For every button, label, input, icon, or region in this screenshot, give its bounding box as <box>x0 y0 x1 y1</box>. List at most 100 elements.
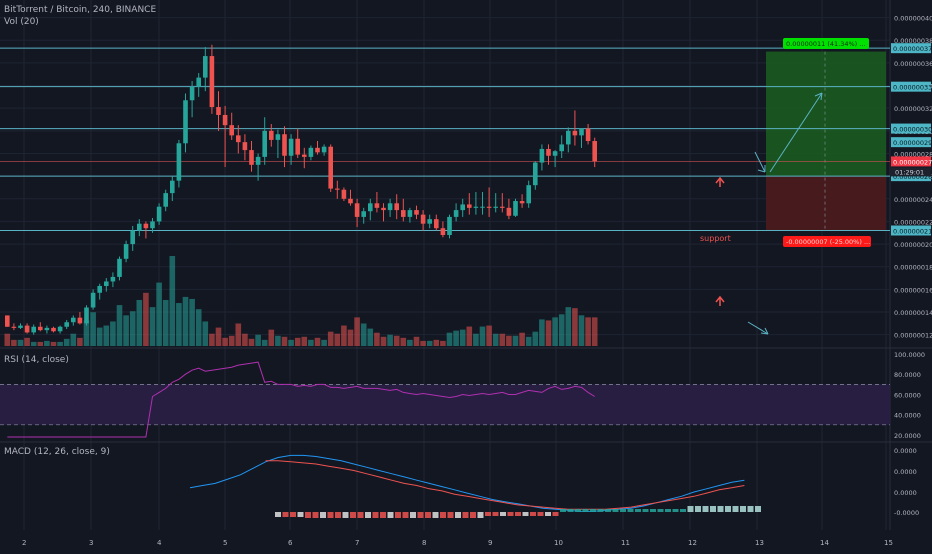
macd-hist-0 <box>275 512 281 517</box>
target-arrow-line <box>769 92 823 173</box>
x-tick-3: 5 <box>223 539 227 547</box>
macd-hist-20 <box>425 512 431 518</box>
volume-bar-89 <box>591 317 598 346</box>
volume-bar-6 <box>44 340 50 346</box>
level-label-bg-4 <box>891 225 931 236</box>
rsi-tick-3: 40.0000 <box>894 412 921 420</box>
macd-hist-50 <box>650 509 656 512</box>
macd-hist-41 <box>582 509 589 512</box>
macd-hist-18 <box>410 512 416 518</box>
macd-hist-2 <box>290 512 296 517</box>
candle-body-3 <box>24 325 30 333</box>
candle-body-54 <box>361 211 366 217</box>
volume-bar-53 <box>354 317 360 346</box>
candle-body-80 <box>533 162 538 186</box>
candle-body-88 <box>585 128 591 142</box>
macd-hist-16 <box>395 512 401 518</box>
macd-hist-5 <box>312 512 319 518</box>
candle-body-86 <box>572 130 578 136</box>
macd-hist-13 <box>372 512 379 518</box>
volume-bar-18 <box>123 315 129 346</box>
volume-bar-67 <box>446 332 453 346</box>
macd-hist-15 <box>387 512 394 518</box>
price-tick-14: 0.00000012 <box>894 332 932 340</box>
volume-bar-42 <box>281 336 288 346</box>
current-price-label: 0.00000027 <box>893 158 932 166</box>
volume-bar-88 <box>585 317 591 346</box>
volume-bar-2 <box>17 339 24 346</box>
volume-bar-50 <box>334 333 341 346</box>
macd-hist-62 <box>740 506 746 512</box>
volume-bar-49 <box>327 331 334 346</box>
volume-bar-31 <box>209 333 215 346</box>
candle-body-20 <box>137 223 142 231</box>
volume-bar-7 <box>50 341 57 346</box>
x-tick-0: 2 <box>22 539 26 547</box>
candle-body-23 <box>156 206 162 222</box>
volume-bar-59 <box>393 335 400 346</box>
macd-hist-40 <box>575 509 581 512</box>
candle-body-72 <box>480 206 485 208</box>
price-tick-8: 0.00000024 <box>894 196 932 204</box>
volume-bar-13 <box>90 312 96 346</box>
drop-arrow-head <box>757 165 766 173</box>
volume-bar-0 <box>4 333 11 346</box>
candle-body-74 <box>493 206 498 208</box>
candle-body-26 <box>176 143 182 181</box>
macd-hist-32 <box>515 512 521 516</box>
target-arrow-head <box>814 92 823 101</box>
volume-bar-70 <box>466 326 473 346</box>
volume-bar-55 <box>367 328 374 346</box>
macd-hist-38 <box>560 509 566 512</box>
volume-bar-54 <box>360 323 367 346</box>
volume-bar-52 <box>347 329 354 346</box>
macd-tick-2: 0.0000 <box>894 489 917 497</box>
volume-bar-45 <box>301 336 308 346</box>
macd-hist-30 <box>500 512 506 516</box>
candle-body-16 <box>110 276 116 282</box>
level-label-4: 0.00000021 <box>893 227 932 235</box>
candle-body-82 <box>546 148 551 156</box>
macd-hist-12 <box>365 512 371 518</box>
volume-bar-80 <box>532 331 539 346</box>
candle-body-53 <box>354 203 360 217</box>
candle-body-32 <box>216 107 221 115</box>
candle-body-18 <box>123 244 129 259</box>
extra-label-0: 0.00000029 <box>893 139 932 147</box>
volume-bar-51 <box>341 325 347 346</box>
level-label-1: 0.00000033 <box>893 84 932 92</box>
candle-body-44 <box>295 138 300 155</box>
candle-body-43 <box>288 138 294 156</box>
volume-bar-68 <box>453 330 459 346</box>
volume-bar-14 <box>96 327 103 346</box>
macd-hist-64 <box>755 506 761 512</box>
candle-body-56 <box>374 203 380 208</box>
macd-hist-52 <box>665 509 671 512</box>
candle-body-15 <box>104 281 109 286</box>
macd-hist-6 <box>320 512 326 518</box>
level-label-3: 0.00000026 <box>893 173 932 181</box>
candle-body-35 <box>236 135 241 143</box>
vol-arrow-head <box>760 327 769 335</box>
volume-bar-35 <box>235 323 242 346</box>
x-tick-7: 9 <box>488 539 492 547</box>
macd-hist-10 <box>350 512 356 518</box>
extra-label-bg-0 <box>891 137 931 148</box>
volume-bar-84 <box>558 314 565 346</box>
candle-body-9 <box>64 322 69 327</box>
candle-body-14 <box>97 285 102 293</box>
macd-hist-60 <box>725 506 731 512</box>
volume-bar-21 <box>143 292 149 346</box>
volume-bar-46 <box>308 339 314 346</box>
candle-body-60 <box>401 210 406 217</box>
volume-bar-87 <box>578 315 585 346</box>
volume-bar-16 <box>110 321 116 346</box>
candle-body-31 <box>209 56 215 108</box>
volume-bar-19 <box>129 311 136 346</box>
candle-body-33 <box>222 114 228 126</box>
candle-body-73 <box>486 206 492 208</box>
candle-body-21 <box>143 223 149 229</box>
volume-bar-63 <box>420 340 426 346</box>
macd-tick-3: -0.0000 <box>894 509 919 517</box>
candle-body-81 <box>539 148 545 163</box>
